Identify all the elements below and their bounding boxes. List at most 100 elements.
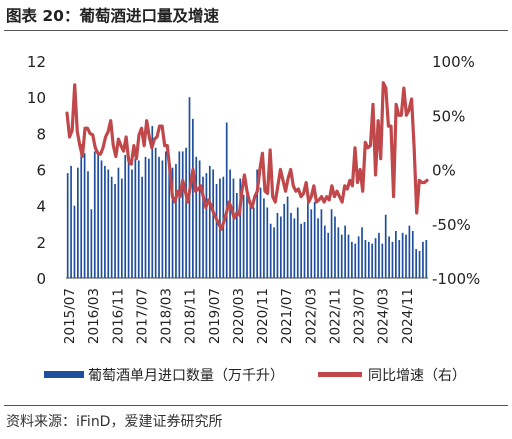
bar — [357, 236, 360, 278]
x-tick-label: 2022/11 — [327, 288, 343, 344]
bar — [107, 169, 110, 278]
bar — [415, 249, 417, 278]
bar — [66, 173, 69, 278]
bar — [303, 221, 306, 278]
bar — [87, 171, 89, 278]
x-tick-label: 2020/11 — [255, 288, 271, 344]
legend: 葡萄酒单月进口数量（万千升） 同比增速（右） — [44, 368, 466, 384]
right-tick-label: -50% — [432, 216, 471, 234]
x-tick-label: 2022/03 — [303, 288, 319, 344]
x-axis: 2015/07 2016/03 2016/11 2017/07 2018/03 2018/… — [62, 288, 416, 344]
bar — [398, 240, 401, 278]
left-tick-label: 4 — [36, 198, 46, 216]
bar — [148, 158, 150, 278]
right-tick-label: 0% — [432, 162, 456, 180]
bar — [246, 191, 248, 278]
bar — [168, 164, 171, 278]
bar — [171, 167, 174, 278]
bar — [330, 209, 333, 278]
x-tick-label: 2015/07 — [62, 288, 78, 344]
bar — [296, 207, 299, 278]
bar — [371, 243, 374, 278]
bar — [117, 167, 120, 278]
bar — [137, 160, 140, 278]
bar — [212, 169, 215, 278]
bar — [337, 227, 340, 278]
bar — [290, 212, 292, 278]
bar — [236, 193, 238, 278]
right-tick-label: 50% — [432, 107, 465, 125]
source-divider — [4, 405, 508, 406]
bar — [293, 218, 296, 278]
bar — [134, 158, 137, 278]
legend-bar-swatch — [44, 371, 84, 378]
bar — [239, 178, 242, 278]
x-tick-label: 2016/03 — [86, 288, 102, 344]
bar — [181, 151, 184, 278]
bar — [384, 214, 387, 278]
bar — [286, 196, 289, 279]
bar — [131, 169, 133, 278]
bar — [185, 147, 187, 278]
bar — [161, 160, 164, 278]
bar — [381, 243, 384, 278]
right-tick-label: 100% — [432, 53, 475, 71]
bar — [80, 144, 83, 278]
bar — [354, 243, 357, 278]
bar — [164, 151, 167, 278]
bar — [263, 198, 265, 278]
bar — [252, 207, 255, 278]
bar — [158, 156, 160, 278]
bar — [178, 151, 181, 278]
bar — [310, 209, 313, 278]
bar — [361, 227, 363, 278]
bar — [405, 234, 407, 278]
bar — [266, 207, 269, 278]
x-tick-label: 2024/03 — [376, 288, 392, 344]
bar — [175, 164, 177, 278]
bar — [408, 225, 411, 278]
bar — [195, 156, 198, 278]
bar — [104, 165, 106, 278]
bar — [70, 165, 72, 278]
x-tick-label: 2023/07 — [352, 288, 368, 344]
x-tick-label: 2018/03 — [159, 288, 175, 344]
bar — [269, 223, 272, 278]
bar — [242, 194, 245, 278]
left-tick-label: 8 — [36, 125, 46, 143]
bar — [229, 169, 231, 278]
bar — [367, 241, 370, 278]
left-axis: 0 2 4 6 8 10 12 — [27, 53, 46, 288]
left-tick-label: 2 — [36, 234, 46, 252]
bar — [351, 241, 353, 278]
x-tick-label: 2017/07 — [134, 288, 150, 344]
bar — [256, 169, 258, 278]
bar — [378, 232, 380, 278]
bar — [120, 178, 123, 278]
bar — [307, 202, 309, 278]
chart: 0 2 4 6 8 10 12 -100% -50% 0% 50% 100% 2015/07 2016… — [27, 53, 480, 384]
title-divider — [4, 30, 508, 31]
bar — [422, 241, 424, 278]
bar — [279, 216, 282, 278]
bar — [300, 223, 302, 278]
right-tick-label: -100% — [432, 270, 480, 288]
bar — [114, 183, 116, 278]
bar — [364, 240, 367, 278]
bar — [93, 151, 96, 278]
bar — [124, 155, 127, 278]
legend-bar-label: 葡萄酒单月进口数量（万千升） — [88, 368, 284, 384]
bar — [317, 218, 319, 278]
bar — [127, 162, 130, 278]
bar — [323, 225, 326, 278]
bar — [192, 118, 194, 279]
source-note: 资料来源：iFinD，爱建证券研究所 — [6, 414, 223, 430]
bar — [340, 234, 343, 278]
bar — [401, 232, 404, 278]
line-series — [65, 81, 429, 231]
bar — [320, 209, 323, 278]
bar — [110, 176, 113, 278]
x-tick-label: 2024/11 — [400, 288, 416, 344]
bar — [151, 126, 154, 278]
series-line — [65, 81, 429, 231]
